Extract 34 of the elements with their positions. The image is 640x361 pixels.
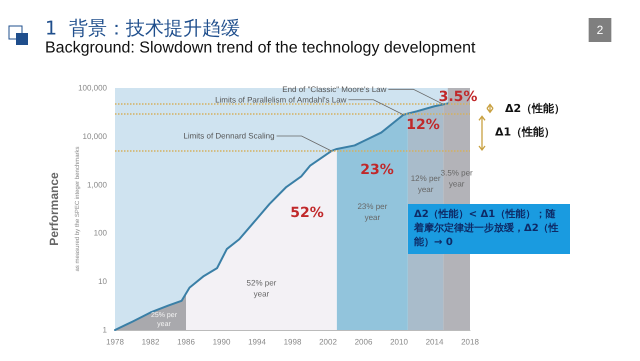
band-label: 23% per year [357,202,388,222]
annotation: 3.5% [438,89,478,105]
x-tick-label: 1994 [248,338,266,346]
annotation: 52% [290,205,324,221]
chart-subtitle: Background: Slowdown trend of the technology development [45,40,476,56]
annotation: 23% [360,162,394,178]
x-tick-label: 1978 [106,338,124,346]
y-tick-label: 100 [94,228,108,238]
x-tick-label: 1998 [284,338,302,346]
annotation: Limits of Parallelism of Amdahl's Law [215,95,347,104]
x-tick-label: 1982 [142,338,160,346]
x-tick-label: 1986 [177,338,196,346]
chart-title: 1 背景：技术提升趋缓 [45,18,240,40]
text: Δ1（性能） [495,126,556,139]
y-axis-title: Performance [47,172,61,246]
text: Δ2（性能） [505,102,566,115]
callout-box: Δ2（性能）< Δ1（性能）；随着摩尔定律进一步放缓，Δ2（性能）→ 0 [408,204,570,254]
band-label: 52% per year [246,278,277,298]
x-tick-label: 2014 [426,338,444,346]
band-label: 12% per year [410,174,441,194]
y-tick-label: 1 [102,326,108,334]
y-tick-label: 10 [98,277,108,286]
x-tick-label: 2018 [461,338,480,346]
y-tick-label: 1,000 [86,180,108,190]
annotation: Limits of Dennard Scaling [183,131,275,140]
annotation: End of "Classic" Moore's Law [282,84,387,94]
x-tick-label: 2006 [354,338,373,346]
text: 2 [596,23,604,37]
x-tick-label: 2010 [390,338,408,346]
x-tick-label: 2002 [319,338,338,346]
y-tick-label: 10,000 [82,132,108,141]
x-tick-label: 1990 [212,338,231,346]
y-tick-label: 100,000 [78,84,108,92]
annotation: 12% [406,117,440,133]
